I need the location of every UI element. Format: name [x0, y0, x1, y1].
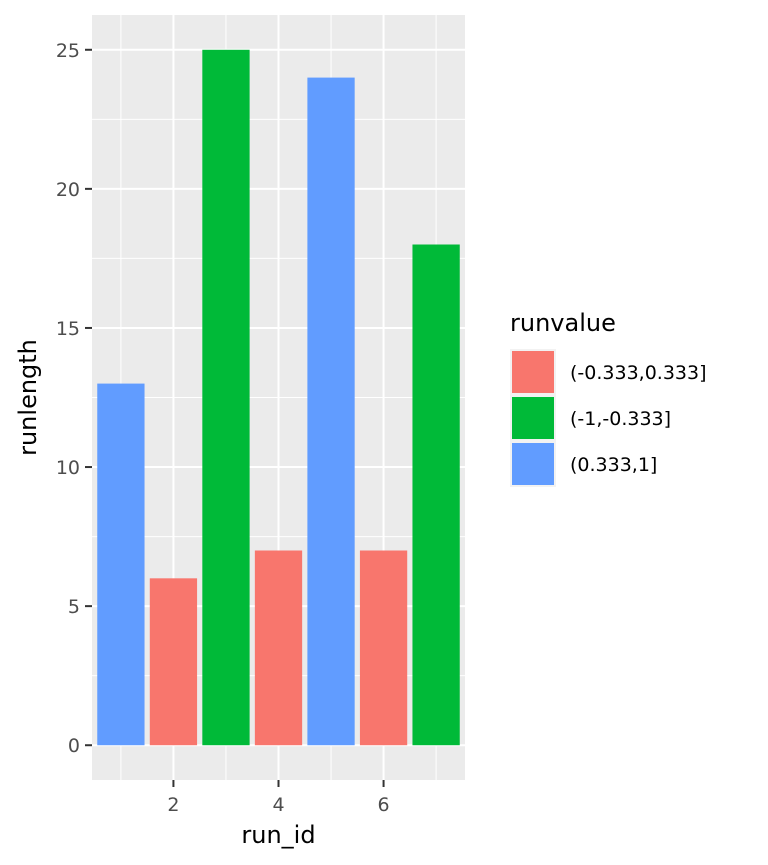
y-tick-label: 10 [56, 457, 80, 479]
legend-title: runvalue [510, 309, 616, 337]
y-tick-label: 15 [56, 318, 80, 340]
bar [97, 383, 145, 746]
x-tick-label: 2 [167, 794, 179, 816]
x-tick-label: 6 [378, 794, 390, 816]
bar [202, 49, 250, 746]
legend-label: (0.333,1] [570, 454, 657, 476]
bar [149, 578, 198, 746]
legend-label: (-1,-0.333] [570, 408, 671, 430]
legend-swatch [512, 443, 554, 485]
x-axis: 2 4 6 [167, 780, 390, 816]
y-tick-label: 5 [68, 596, 80, 618]
legend-swatch [512, 351, 554, 393]
y-tick-label: 0 [68, 735, 80, 757]
x-axis-title: run_id [241, 821, 315, 849]
bars [97, 49, 460, 746]
y-tick-label: 25 [56, 40, 80, 62]
x-tick-label: 4 [272, 794, 284, 816]
bar [412, 244, 460, 746]
bar [359, 550, 408, 746]
y-axis-title: runlength [14, 339, 42, 456]
legend-swatch [512, 397, 554, 439]
legend: runvalue (-0.333,0.333] (-1,-0.333] (0.333… [510, 309, 707, 487]
bar [254, 550, 303, 746]
legend-label: (-0.333,0.333] [570, 362, 707, 384]
y-axis: 0 5 10 15 20 25 [56, 40, 92, 757]
y-tick-label: 20 [56, 179, 80, 201]
bar [307, 77, 355, 746]
